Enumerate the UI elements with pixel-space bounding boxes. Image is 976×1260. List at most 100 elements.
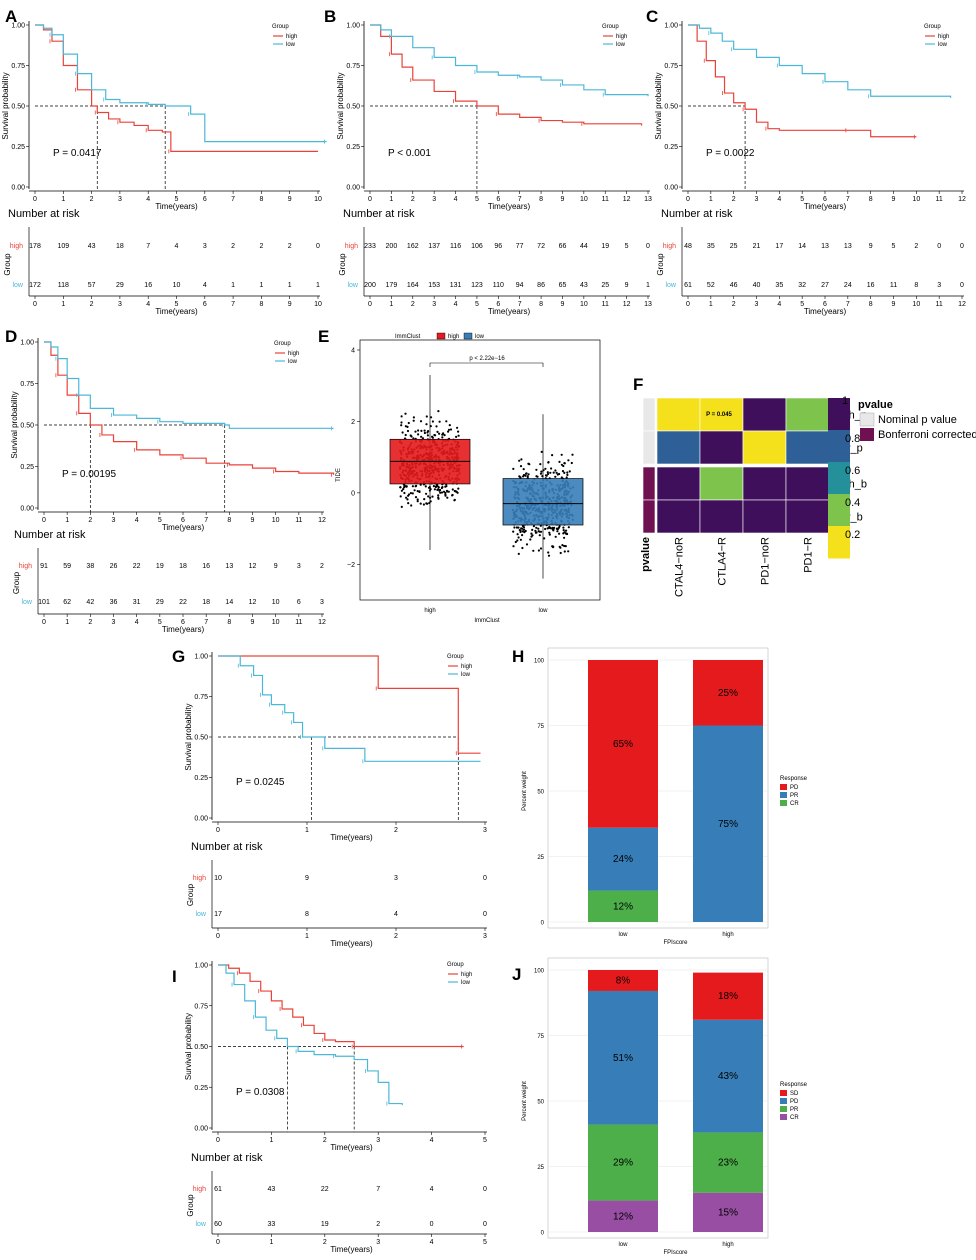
color-scale-segment-F — [828, 398, 850, 431]
data-point-E — [415, 484, 418, 487]
risk-x-tick-label-C: 0 — [686, 301, 690, 308]
panel-label-B: B — [324, 7, 336, 26]
data-point-E — [420, 435, 423, 438]
risk-x-tick-label-I: 5 — [483, 1239, 487, 1246]
data-point-E — [445, 489, 449, 492]
data-point-E — [557, 526, 561, 529]
risk-x-tick-label-A: 6 — [203, 301, 207, 308]
y-tick-label-H: 75 — [537, 724, 544, 730]
risk-low-count-C: 11 — [890, 282, 897, 289]
risk-y-title-A: Group — [3, 253, 12, 276]
col-label-F: CTAL4−noR — [674, 537, 686, 597]
x-axis-title-H: FPIscore — [663, 940, 688, 946]
risk-low-count-B: 25 — [601, 282, 609, 289]
risk-x-tick-label-A: 1 — [61, 301, 65, 308]
color-scale-segment-F — [828, 462, 850, 495]
data-point-E — [457, 430, 460, 433]
x-tick-label-I: 2 — [323, 1137, 327, 1144]
high-curve-C — [688, 24, 917, 138]
color-scale-segment-F — [828, 430, 850, 463]
risk-x-tick-label-D: 11 — [295, 619, 302, 626]
risk-low-count-B: 9 — [625, 282, 629, 289]
risk-low-count-B: 179 — [386, 282, 398, 289]
y-tick-label-E: −2 — [347, 562, 355, 569]
x-tick-label-H: low — [618, 932, 628, 938]
high-curve-G — [218, 655, 481, 754]
risk-x-tick-label-I: 1 — [269, 1239, 273, 1246]
risk-x-title-I: Time(years) — [330, 1245, 373, 1254]
y-axis-title-B: Survival probability — [336, 72, 345, 139]
data-point-E — [431, 436, 434, 439]
risk-x-tick-label-D: 6 — [181, 619, 185, 626]
bar-segment-PR-low-J — [588, 1124, 658, 1201]
data-point-E — [400, 489, 403, 492]
p-value-C: P = 0.0022 — [706, 148, 755, 159]
x-tick-label-B: 8 — [539, 196, 543, 203]
data-point-E — [551, 545, 554, 548]
low-curve-D — [44, 341, 334, 429]
x-axis-title-J: FPIscore — [663, 1250, 688, 1256]
bar-label-PR-low-H: 24% — [613, 854, 633, 865]
legend-high-label-G: high — [461, 664, 472, 670]
risk-high-count-D: 16 — [202, 563, 210, 570]
data-point-E — [420, 429, 423, 432]
risk-title-G: Number at risk — [191, 841, 263, 853]
data-point-E — [565, 529, 568, 532]
data-point-E — [556, 473, 559, 476]
data-point-E — [410, 435, 413, 438]
x-tick-label-J: low — [618, 1242, 628, 1248]
y-tick-label-J: 50 — [537, 1100, 544, 1106]
data-point-E — [563, 536, 566, 539]
risk-row-label-high-G: high — [193, 875, 206, 882]
x-tick-label-I: 3 — [376, 1137, 380, 1144]
data-point-E — [519, 529, 522, 533]
legend-swatch-PD-J — [780, 1098, 787, 1104]
x-tick-label-C: 7 — [846, 196, 850, 203]
data-point-E — [416, 490, 419, 493]
data-point-E — [405, 485, 408, 488]
risk-low-count-B: 94 — [516, 282, 524, 289]
risk-title-B: Number at risk — [343, 208, 415, 220]
data-point-E — [518, 475, 521, 478]
data-point-E — [522, 528, 526, 531]
data-point-E — [563, 544, 566, 548]
data-point-E — [553, 526, 556, 530]
data-point-E — [404, 412, 407, 415]
y-tick-label-J: 0 — [541, 1231, 545, 1237]
risk-high-count-D: 2 — [320, 563, 324, 570]
x-tick-label-B: 5 — [475, 196, 479, 203]
data-point-E — [399, 486, 402, 489]
y-tick-label-C: 0.75 — [664, 63, 678, 70]
legend-title-I: Group — [447, 962, 464, 968]
data-point-E — [540, 470, 543, 473]
data-point-E — [539, 472, 543, 475]
panel-label-C: C — [646, 7, 658, 26]
risk-high-count-C: 35 — [707, 243, 715, 250]
data-point-E — [434, 485, 437, 489]
box-low-E — [502, 478, 584, 526]
legend-swatch-PR-J — [780, 1106, 787, 1112]
data-point-E — [547, 551, 550, 554]
data-point-E — [431, 420, 434, 423]
data-point-E — [443, 434, 446, 437]
y-tick-label-B: 0.75 — [346, 63, 360, 70]
risk-x-tick-label-D: 3 — [112, 619, 116, 626]
panel-label-H: H — [512, 647, 524, 666]
risk-high-count-B: 96 — [494, 243, 502, 250]
risk-title-A: Number at risk — [8, 208, 80, 220]
risk-high-count-C: 5 — [892, 243, 896, 250]
y-tick-label-B: 0.00 — [346, 185, 360, 192]
low-curve-B — [370, 24, 649, 97]
y-axis-title-G: Survival probability — [184, 703, 193, 770]
legend-swatch-SD-J — [780, 1090, 787, 1096]
data-point-E — [537, 527, 540, 530]
heat-cell-F — [699, 430, 744, 465]
y-tick-label-J: 25 — [537, 1165, 544, 1171]
risk-low-count-B: 200 — [364, 282, 376, 289]
data-point-E — [426, 434, 429, 437]
risk-low-count-A: 1 — [288, 282, 292, 289]
data-point-E — [555, 471, 558, 474]
legend-label-PR-H: PR — [790, 793, 799, 799]
data-point-E — [457, 434, 460, 437]
risk-high-count-C: 2 — [914, 243, 918, 250]
